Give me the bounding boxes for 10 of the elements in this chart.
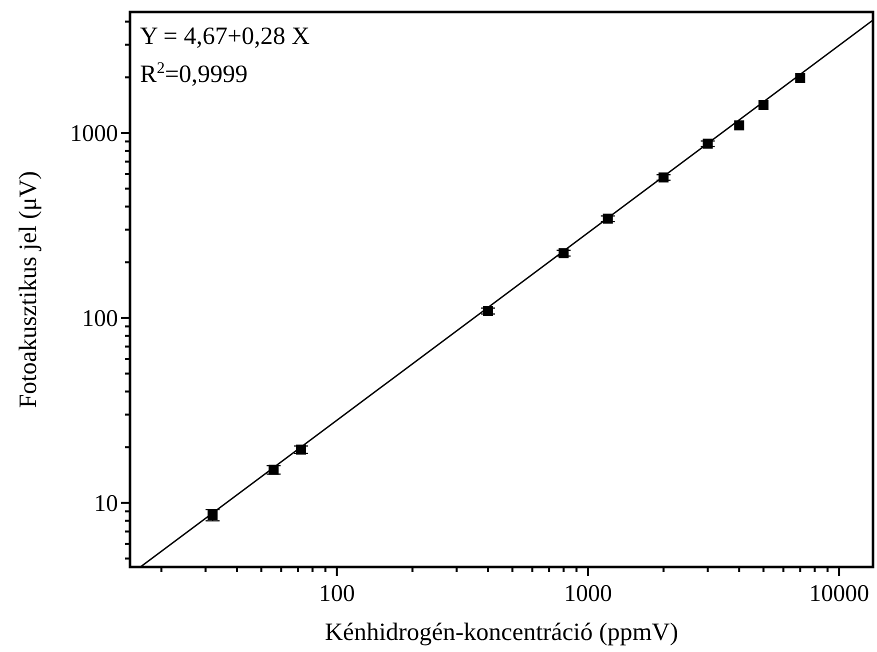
x-tick-label: 100: [318, 581, 355, 607]
y-tick-label: 10: [94, 490, 118, 517]
x-tick-label: 10000: [809, 581, 870, 607]
x-tick-label: 1000: [564, 581, 612, 607]
y-tick-label: 1000: [70, 120, 118, 147]
x-axis-title: Kénhidrogén-koncentráció (ppmV): [324, 619, 678, 646]
annotation: Y = 4,67+0,28 X: [140, 23, 310, 50]
annotation: R$^{2}$=0,9999: [140, 59, 248, 88]
y-axis-title: Fotoakusztikus jel (μV): [15, 171, 42, 408]
y-tick-label: 100: [82, 306, 118, 332]
